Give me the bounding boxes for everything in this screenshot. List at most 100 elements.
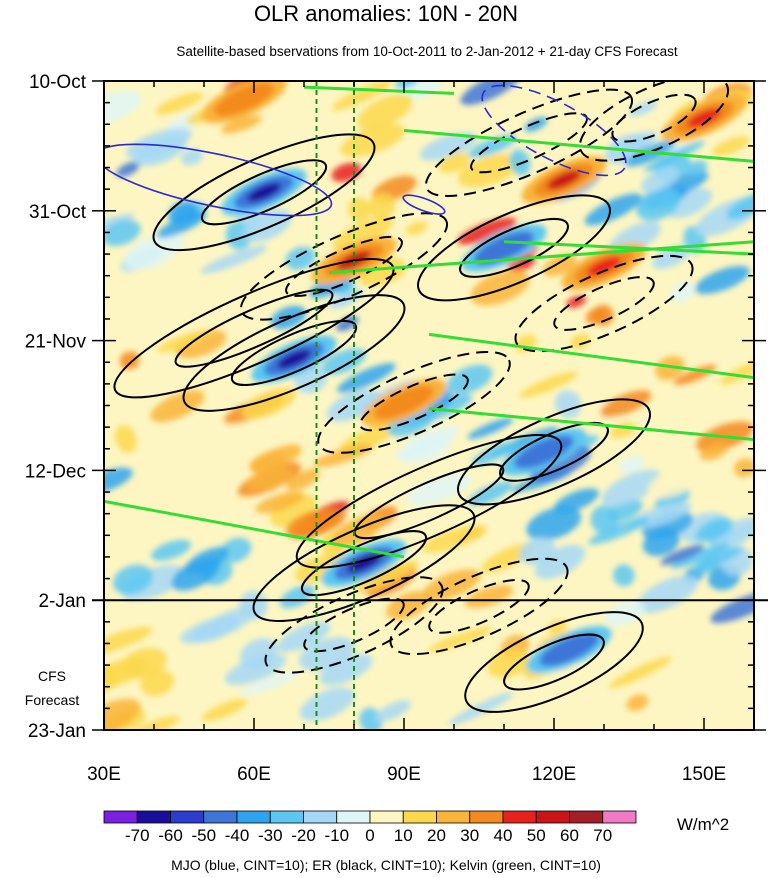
chart-subtitle: Satellite-based bservations from 10-Oct-…: [176, 44, 678, 59]
er-contour-positive: [230, 319, 358, 386]
colorbar-label: 10: [394, 826, 413, 845]
er-contour-positive: [113, 258, 395, 399]
er-contour-negative: [239, 212, 449, 321]
er-contour-negative: [264, 576, 444, 674]
x-tick-label: 120E: [532, 764, 576, 785]
kelvin-contour: [503, 240, 754, 256]
olr-feature-positive: [361, 378, 447, 427]
forecast-label-line: CFS: [38, 668, 66, 684]
colorbar-label: -40: [225, 826, 250, 845]
er-contour-positive: [464, 611, 644, 713]
colorbar-swatch: [436, 810, 471, 824]
er-contour-positive: [252, 504, 476, 622]
kelvin-contour: [403, 128, 754, 163]
olr-feature-positive: [561, 242, 647, 291]
colorbar-swatch: [535, 810, 570, 824]
colorbar-label: -20: [291, 826, 316, 845]
colorbar-swatch: [170, 810, 205, 824]
contour-legend: MJO (blue, CINT=10); ER (black, CINT=10)…: [171, 857, 601, 873]
er-contour-positive: [295, 434, 563, 569]
er-contour-negative: [514, 254, 694, 353]
y-tick-label: 21-Nov: [25, 332, 87, 353]
er-contour-positive: [503, 633, 605, 691]
er-contour-negative: [359, 373, 469, 432]
er-contour-negative: [611, 93, 697, 143]
kelvin-contour: [428, 332, 754, 380]
colorbar-swatch: [236, 810, 271, 824]
mjo-contour: [402, 194, 446, 215]
olr-feature-negative: [526, 625, 612, 674]
colorbar-swatch: [303, 810, 338, 824]
er-contour-negative: [303, 597, 405, 653]
colorbar-label: 60: [560, 826, 579, 845]
colorbar-label: -10: [324, 826, 349, 845]
colorbar-label: 50: [527, 826, 546, 845]
chart-title: OLR anomalies: 10N - 20N: [254, 1, 518, 26]
er-contour-positive: [456, 398, 652, 506]
er-contour-negative: [317, 351, 511, 454]
colorbar-label: 40: [494, 826, 513, 845]
x-tick-label: 30E: [87, 764, 121, 785]
olr-feature-negative: [501, 428, 587, 476]
colorbar-label: -50: [191, 826, 216, 845]
olr-heatmap: [104, 81, 754, 730]
y-tick-label: 2-Jan: [38, 591, 86, 612]
kelvin-contour: [104, 499, 405, 559]
colorbar-swatch: [502, 810, 537, 824]
olr-feature-positive: [201, 81, 287, 124]
mjo-contour: [104, 143, 333, 217]
er-contour-negative: [424, 88, 634, 197]
colorbar-swatch: [602, 810, 637, 824]
olr-feature-negative: [251, 335, 337, 383]
colorbar-label: 0: [365, 826, 374, 845]
er-contour-positive: [174, 288, 334, 368]
y-tick-label: 31-Oct: [29, 202, 87, 223]
olr-feature-negative: [221, 168, 307, 216]
colorbar-swatch: [402, 810, 437, 824]
x-axis: 30E 60E 90E 120E 150E: [87, 81, 755, 785]
colorbar-swatch: [336, 810, 371, 824]
er-contour-negative: [389, 557, 569, 656]
er-contour-positive: [353, 463, 505, 540]
colorbar-swatch: [136, 810, 171, 824]
wave-contours: [104, 81, 754, 713]
forecast-label-line: Forecast: [25, 692, 80, 708]
kelvin-contour: [328, 240, 754, 275]
colorbar-label: -30: [258, 826, 283, 845]
colorbar-label: -60: [158, 826, 183, 845]
er-contour-negative: [428, 578, 530, 634]
colorbar-swatch: [203, 810, 238, 824]
x-tick-label: 90E: [387, 764, 421, 785]
er-contour-negative: [553, 276, 655, 331]
forecast-label: CFS Forecast: [25, 668, 80, 708]
y-tick-label: 10-Oct: [29, 72, 87, 93]
x-tick-label: 60E: [237, 764, 271, 785]
colorbar-label: 70: [593, 826, 612, 845]
y-tick-label: 12-Dec: [25, 461, 86, 482]
er-contour-negative: [578, 81, 730, 162]
kelvin-contour: [303, 85, 455, 95]
colorbar-label: -70: [125, 826, 150, 845]
er-contour-positive: [459, 217, 569, 278]
colorbar-label: 30: [460, 826, 479, 845]
colorbar-swatch: [103, 810, 138, 824]
er-contour-positive: [182, 294, 406, 412]
colorbar-label: 20: [427, 826, 446, 845]
kelvin-contour: [428, 407, 754, 441]
er-contour-negative: [285, 235, 403, 297]
er-contour-positive: [416, 194, 612, 302]
reference-longitude-lines: [315, 81, 355, 730]
y-tick-label: 23-Jan: [28, 721, 86, 742]
mjo-contour: [481, 84, 627, 177]
colorbar: -70 -60 -50 -40 -30 -20 -10 0 10 20 30 40 50 60 70: [103, 810, 637, 845]
colorbar-swatch: [269, 810, 304, 824]
x-tick-label: 150E: [682, 764, 726, 785]
colorbar-swatch: [569, 810, 604, 824]
colorbar-units: W/m^2: [677, 815, 729, 834]
er-contour-positive: [200, 159, 328, 226]
heatmap-texture: [104, 81, 754, 730]
colorbar-swatch: [469, 810, 504, 824]
y-axis: 10-Oct 31-Oct 21-Nov 12-Dec 2-Jan 23-Jan: [25, 72, 766, 742]
colorbar-swatch: [369, 810, 404, 824]
